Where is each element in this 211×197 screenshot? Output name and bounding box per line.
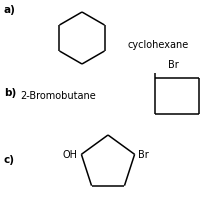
Text: cyclohexane: cyclohexane	[128, 40, 189, 50]
Text: a): a)	[4, 5, 16, 15]
Text: OH: OH	[62, 150, 77, 160]
Text: Br: Br	[138, 150, 148, 160]
Text: b): b)	[4, 88, 16, 98]
Text: c): c)	[4, 155, 15, 165]
Text: Br: Br	[168, 60, 179, 70]
Text: 2-Bromobutane: 2-Bromobutane	[20, 91, 96, 101]
